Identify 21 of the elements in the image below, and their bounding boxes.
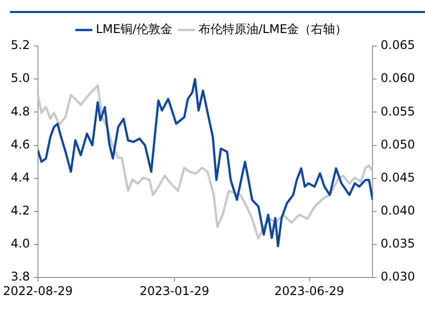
x-tick-label: 2023-06-29 bbox=[274, 284, 344, 298]
y-tick-label: 5.2 bbox=[10, 38, 30, 52]
y2-tick-label: 0.040 bbox=[380, 204, 416, 218]
y-tick-label: 4.8 bbox=[10, 104, 30, 118]
legend-label: LME铜/伦敦金 bbox=[96, 22, 173, 36]
x-tick-label: 2023-01-29 bbox=[140, 284, 210, 298]
y2-tick-label: 0.035 bbox=[380, 236, 416, 251]
y-tick-label: 4.4 bbox=[10, 170, 30, 184]
y-tick-label: 5.0 bbox=[10, 71, 30, 86]
y-tick-label: 4.2 bbox=[10, 204, 30, 218]
y-tick-label: 4.6 bbox=[10, 137, 30, 152]
y2-tick-label: 0.060 bbox=[380, 71, 416, 86]
y2-tick-label: 0.030 bbox=[380, 270, 416, 284]
y2-tick-label: 0.055 bbox=[380, 104, 416, 118]
y2-tick-label: 0.050 bbox=[380, 137, 416, 152]
legend-label: 布伦特原油/LME金（右轴） bbox=[198, 22, 348, 36]
x-tick-label: 2022-08-29 bbox=[2, 284, 73, 298]
y2-tick-label: 0.045 bbox=[380, 170, 416, 184]
y-tick-label: 4.0 bbox=[10, 236, 30, 251]
y2-tick-label: 0.065 bbox=[380, 38, 416, 52]
y-tick-label: 3.8 bbox=[10, 270, 30, 284]
